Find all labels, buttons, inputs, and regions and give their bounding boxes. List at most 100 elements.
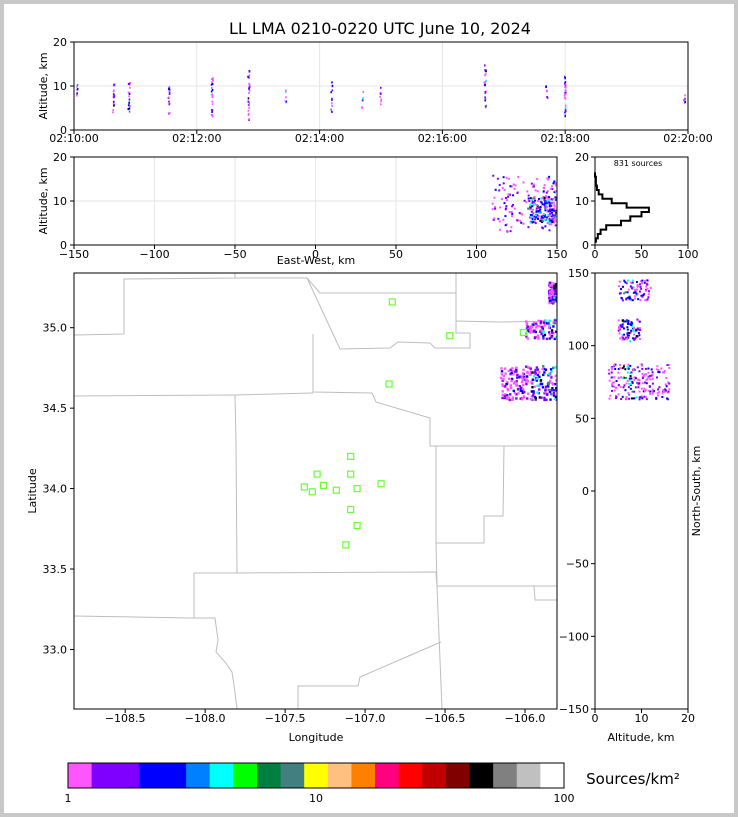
source-point: [520, 221, 523, 224]
source-point: [633, 378, 636, 381]
station-marker: [446, 332, 454, 340]
source-point: [648, 376, 651, 379]
source-point: [608, 379, 611, 382]
source-point: [529, 205, 532, 208]
source-point: [623, 364, 626, 367]
source-point: [529, 397, 533, 401]
source-point: [664, 389, 667, 392]
source-point: [629, 387, 632, 390]
source-point: [638, 398, 641, 401]
source-point: [514, 184, 517, 187]
source-point: [76, 85, 78, 88]
source-point: [614, 367, 617, 370]
source-point: [607, 368, 610, 371]
source-point: [641, 375, 644, 378]
source-point: [530, 202, 533, 205]
source-point: [522, 368, 525, 372]
source-point: [626, 332, 629, 335]
source-point: [629, 383, 632, 386]
source-point: [625, 396, 628, 399]
source-point: [516, 219, 519, 222]
source-point: [545, 322, 549, 325]
source-point: [542, 190, 545, 193]
source-point: [525, 382, 528, 386]
colorbar-cell: [209, 763, 234, 788]
source-point: [212, 77, 214, 80]
source-point: [380, 100, 382, 103]
y-tick-label: 10: [53, 80, 67, 93]
source-point: [626, 371, 629, 374]
source-point: [554, 374, 557, 378]
source-point: [555, 300, 557, 303]
source-point: [247, 118, 250, 121]
source-point: [248, 104, 250, 107]
source-point: [516, 192, 519, 195]
x-tick-label: 150: [547, 248, 568, 261]
source-point: [620, 398, 623, 401]
source-point: [639, 280, 642, 283]
source-point: [525, 320, 528, 323]
source-point: [543, 184, 546, 187]
source-point: [379, 103, 382, 106]
source-point: [550, 370, 553, 373]
source-point: [535, 335, 539, 339]
source-point: [493, 217, 496, 220]
source-point: [531, 201, 534, 204]
source-point: [212, 79, 214, 82]
source-point: [619, 337, 622, 340]
source-point: [651, 373, 654, 376]
source-point: [631, 322, 634, 325]
source-point: [247, 97, 250, 100]
source-point: [548, 199, 551, 202]
source-point: [528, 373, 532, 376]
source-point: [664, 388, 667, 391]
source-point: [553, 221, 556, 224]
source-point: [648, 385, 651, 388]
source-point: [531, 198, 534, 201]
source-point: [544, 200, 547, 203]
source-point: [546, 190, 549, 193]
source-point: [550, 223, 553, 226]
y-tick-label: 33.0: [43, 643, 68, 656]
source-point: [555, 290, 557, 294]
source-point: [547, 197, 550, 200]
source-point: [646, 378, 649, 381]
source-point: [641, 372, 644, 375]
source-point: [628, 377, 631, 380]
source-point: [614, 394, 617, 397]
source-point: [505, 395, 509, 399]
source-point: [548, 204, 551, 207]
source-point: [547, 215, 550, 218]
source-point: [530, 214, 533, 217]
source-point: [615, 387, 618, 390]
y-tick-label: 20: [575, 151, 589, 164]
source-point: [636, 318, 639, 321]
source-point: [554, 330, 557, 333]
source-point: [551, 290, 555, 294]
source-point: [515, 370, 518, 373]
source-point: [511, 396, 514, 399]
source-point: [550, 298, 553, 302]
source-point: [632, 326, 635, 329]
source-point: [617, 319, 620, 322]
source-point: [542, 367, 546, 371]
source-point: [550, 219, 553, 222]
histogram-panel: 0 50 100 0 10 20 831 sources: [575, 151, 699, 261]
source-point: [76, 94, 78, 97]
station-marker: [353, 484, 361, 493]
source-point: [533, 336, 537, 339]
source-point: [499, 376, 503, 380]
source-point: [628, 297, 631, 300]
source-point: [636, 366, 639, 369]
source-point: [247, 109, 250, 112]
source-point: [656, 365, 659, 368]
source-point: [509, 193, 512, 196]
source-point: [617, 326, 620, 329]
source-point: [492, 174, 495, 177]
source-point: [507, 193, 510, 196]
source-point: [538, 375, 541, 379]
source-point: [630, 331, 633, 334]
source-point: [643, 387, 646, 390]
y-tick-label: 150: [568, 267, 589, 280]
source-point: [550, 335, 553, 339]
